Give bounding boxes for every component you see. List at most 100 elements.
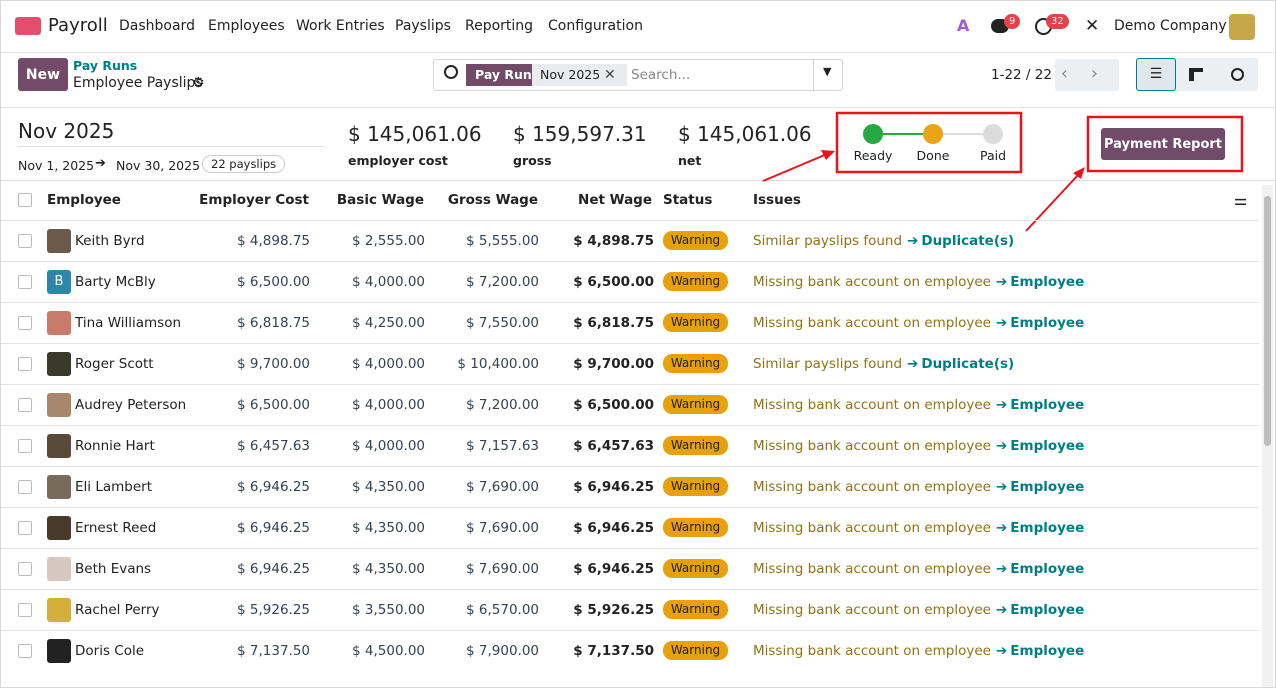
facet-remove[interactable]: ✕ — [604, 67, 616, 83]
new-button[interactable]: New — [18, 58, 68, 91]
table-row[interactable]: Keith Byrd $ 4,898.75 $ 2,555.00 $ 5,555.00… — [1, 220, 1259, 261]
row-checkbox[interactable] — [18, 439, 32, 453]
issue-link[interactable]: Employee — [1010, 602, 1085, 618]
column-header[interactable]: Gross Wage — [447, 192, 538, 208]
scroll-thumb[interactable] — [1264, 196, 1271, 446]
issue-link[interactable]: Duplicate(s) — [921, 233, 1015, 249]
highlight-box — [1086, 115, 1244, 173]
menu-item[interactable]: Work Entries — [296, 18, 385, 34]
avatar — [47, 557, 71, 581]
employee-name: Beth Evans — [75, 561, 152, 577]
issue-link[interactable]: Employee — [1010, 561, 1085, 577]
gross-wage: $ 7,690.00 — [466, 520, 539, 536]
select-all[interactable] — [18, 193, 32, 207]
row-checkbox[interactable] — [18, 521, 32, 535]
menu-item[interactable]: Dashboard — [119, 18, 195, 34]
net-wage: $ 4,898.75 — [573, 233, 654, 249]
row-checkbox[interactable] — [18, 357, 32, 371]
column-header[interactable]: Net Wage — [578, 192, 652, 208]
search-box[interactable] — [433, 59, 843, 91]
issue-link[interactable]: Employee — [1010, 397, 1085, 413]
payment-report-button[interactable]: Payment Report — [1101, 128, 1225, 160]
status-badge: Warning — [663, 354, 728, 373]
settings-gear[interactable]: ⚙ — [192, 75, 205, 91]
employee-name: Tina Williamson — [75, 315, 182, 331]
row-checkbox[interactable] — [18, 234, 32, 248]
table-row[interactable]: B Barty McBly $ 6,500.00 $ 4,000.00 $ 7,200.… — [1, 261, 1259, 302]
gross-wage: $ 7,200.00 — [466, 397, 539, 413]
table-row[interactable]: Doris Cole $ 7,137.50 $ 4,500.00 $ 7,900.00… — [1, 630, 1259, 671]
table-row[interactable]: Ernest Reed $ 6,946.25 $ 4,350.00 $ 7,690.0… — [1, 507, 1259, 548]
issue-link[interactable]: Employee — [1010, 438, 1085, 454]
issue-link[interactable]: Employee — [1010, 479, 1085, 495]
issue-link[interactable]: Employee — [1010, 274, 1085, 290]
search-placeholder[interactable]: Search... — [631, 67, 691, 83]
issue-text: Missing bank account on employee — [753, 561, 991, 577]
row-checkbox[interactable] — [18, 644, 32, 658]
row-checkbox[interactable] — [18, 603, 32, 617]
menu-item[interactable]: Configuration — [548, 18, 643, 34]
avatar — [47, 639, 71, 663]
table-row[interactable]: Rachel Perry $ 5,926.25 $ 3,550.00 $ 6,570.… — [1, 589, 1259, 630]
table-row[interactable]: Ronnie Hart $ 6,457.63 $ 4,000.00 $ 7,157.6… — [1, 425, 1259, 466]
company-name[interactable]: Demo Company — [1114, 18, 1227, 34]
page-title: Employee Payslips — [73, 75, 203, 91]
app-icon — [15, 17, 41, 35]
column-header[interactable]: Basic Wage — [336, 192, 424, 208]
table-row[interactable]: Roger Scott $ 9,700.00 $ 4,000.00 $ 10,400.… — [1, 343, 1259, 384]
employer-cost: $ 6,500.00 — [237, 274, 310, 290]
menu-item[interactable]: Reporting — [465, 18, 534, 34]
net-wage: $ 6,500.00 — [573, 274, 654, 290]
column-header[interactable]: Issues — [753, 192, 801, 208]
issue-link[interactable]: Duplicate(s) — [921, 356, 1015, 372]
column-header[interactable]: Employee — [47, 192, 121, 208]
issue-text: Similar payslips found — [753, 233, 903, 249]
search-toggle[interactable]: ▼ — [823, 65, 832, 78]
table-row[interactable]: Audrey Peterson $ 6,500.00 $ 4,000.00 $ 7,2… — [1, 384, 1259, 425]
total-amount: $ 159,597.31 — [513, 122, 647, 146]
issue-link[interactable]: Employee — [1010, 643, 1085, 659]
table-row[interactable]: Beth Evans $ 6,946.25 $ 4,350.00 $ 7,690.00… — [1, 548, 1259, 589]
row-checkbox[interactable] — [18, 480, 32, 494]
activity-view[interactable] — [1231, 68, 1244, 81]
row-checkbox[interactable] — [18, 275, 32, 289]
facet-value: Nov 2025 — [532, 64, 627, 86]
kanban-view[interactable] — [1189, 68, 1203, 81]
table-row[interactable]: Tina Williamson $ 6,818.75 $ 4,250.00 $ 7,5… — [1, 302, 1259, 343]
table-row[interactable]: Eli Lambert $ 6,946.25 $ 4,350.00 $ 7,690.0… — [1, 466, 1259, 507]
total-label: gross — [513, 153, 552, 168]
avatar — [47, 516, 71, 540]
row-checkbox[interactable] — [18, 562, 32, 576]
row-checkbox[interactable] — [18, 316, 32, 330]
step-label[interactable]: Done — [916, 148, 950, 163]
issue-link[interactable]: Employee — [1010, 315, 1085, 331]
employer-cost: $ 6,457.63 — [237, 438, 310, 454]
step-dot — [983, 124, 1003, 144]
column-settings[interactable]: ⚌ — [1234, 191, 1248, 209]
net-wage: $ 6,818.75 — [573, 315, 654, 331]
net-wage: $ 6,946.25 — [573, 520, 654, 536]
issue: Missing bank account on employee ➔ Employe… — [753, 479, 1084, 495]
basic-wage: $ 4,000.00 — [352, 274, 425, 290]
column-header[interactable]: Employer Cost — [199, 192, 309, 208]
basic-wage: $ 4,000.00 — [352, 356, 425, 372]
list-view[interactable]: ☰ — [1136, 58, 1176, 91]
menu-item[interactable]: Employees — [208, 18, 285, 34]
tools-icon[interactable]: ✕ — [1085, 16, 1100, 36]
menu-item[interactable]: Payslips — [395, 18, 451, 34]
arrow: ➔ — [995, 274, 1008, 290]
app-name[interactable]: Payroll — [48, 15, 108, 36]
total-amount: $ 145,061.06 — [348, 122, 482, 146]
step-label[interactable]: Ready — [853, 148, 893, 163]
issue-link[interactable]: Employee — [1010, 520, 1085, 536]
breadcrumb[interactable]: Pay Runs — [73, 58, 138, 73]
user-avatar[interactable] — [1229, 14, 1255, 40]
column-header[interactable]: Status — [663, 192, 713, 208]
step-label[interactable]: Paid — [979, 148, 1007, 163]
pager-buttons[interactable]: ‹ › — [1055, 59, 1119, 91]
issue: Missing bank account on employee ➔ Employe… — [753, 397, 1084, 413]
ai-icon[interactable]: A — [957, 16, 970, 35]
payslip-count[interactable]: 22 payslips — [202, 155, 286, 173]
basic-wage: $ 4,000.00 — [352, 397, 425, 413]
row-checkbox[interactable] — [18, 398, 32, 412]
